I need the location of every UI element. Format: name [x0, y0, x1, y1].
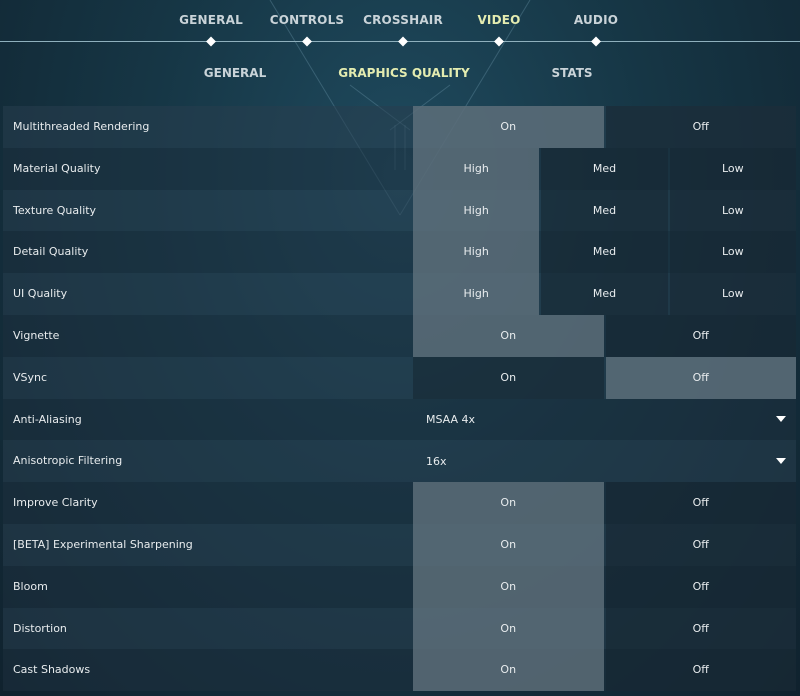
dropdown-value: MSAA 4x [426, 412, 476, 426]
setting-label: Anti-Aliasing [13, 412, 82, 426]
option-on[interactable]: On [413, 356, 604, 399]
option-off[interactable]: Off [605, 649, 796, 692]
option-off[interactable]: Off [605, 482, 796, 524]
subtab-general[interactable]: GENERAL [203, 66, 267, 80]
option-high[interactable]: High [413, 147, 540, 190]
setting-control: 16x [413, 440, 796, 482]
setting-control: MSAA 4x [413, 399, 796, 441]
setting-row-anti-aliasing: Anti-Aliasing MSAA 4x [3, 398, 796, 441]
setting-label: Improve Clarity [13, 496, 98, 510]
option-med[interactable]: Med [541, 147, 668, 190]
setting-control: On Off [413, 565, 796, 608]
option-off[interactable]: Off [605, 565, 796, 608]
option-med[interactable]: Med [541, 189, 668, 232]
setting-control: High Med Low [413, 273, 796, 315]
tab-crosshair[interactable]: CROSSHAIR [363, 13, 443, 27]
setting-control: On Off [413, 482, 796, 524]
option-med[interactable]: Med [541, 231, 668, 274]
setting-label: Detail Quality [13, 245, 89, 259]
setting-label: Cast Shadows [13, 663, 91, 677]
setting-row-texture-quality: Texture Quality High Med Low [3, 189, 796, 232]
setting-control: On Off [413, 607, 796, 650]
option-on[interactable]: On [413, 523, 604, 566]
setting-row-anisotropic-filtering: Anisotropic Filtering 16x [3, 440, 796, 483]
caret-down-icon [776, 416, 786, 423]
setting-label: UI Quality [13, 287, 68, 301]
setting-control: On Off [413, 649, 796, 692]
setting-label: Vignette [13, 328, 60, 342]
option-on[interactable]: On [413, 106, 604, 148]
tab-controls[interactable]: CONTROLS [269, 13, 345, 27]
setting-label: Material Quality [13, 161, 101, 175]
option-low[interactable]: Low [669, 147, 796, 190]
option-off[interactable]: Off [605, 607, 796, 650]
subtab-stats[interactable]: STATS [551, 66, 593, 80]
setting-control: High Med Low [413, 189, 796, 232]
setting-row-multithreaded-rendering: Multithreaded Rendering On Off [3, 106, 796, 148]
settings-list: Multithreaded Rendering On Off Material Qua… [3, 106, 796, 692]
setting-label: Anisotropic Filtering [13, 454, 123, 468]
setting-control: On Off [413, 106, 796, 148]
option-low[interactable]: Low [669, 189, 796, 232]
option-off[interactable]: Off [605, 314, 796, 357]
option-high[interactable]: High [413, 273, 540, 315]
dropdown-value: 16x [426, 454, 447, 468]
nav-diamond-icon [398, 36, 408, 47]
caret-down-icon [776, 458, 786, 465]
option-on[interactable]: On [413, 482, 604, 524]
setting-label: Bloom [13, 579, 48, 593]
tab-audio[interactable]: AUDIO [573, 13, 619, 27]
setting-control: On Off [413, 523, 796, 566]
setting-control: On Off [413, 356, 796, 399]
option-on[interactable]: On [413, 565, 604, 608]
option-high[interactable]: High [413, 189, 540, 232]
dropdown[interactable]: MSAA 4x [413, 399, 796, 441]
setting-label: Distortion [13, 621, 67, 635]
setting-label: VSync [13, 370, 48, 384]
setting-row-vignette: Vignette On Off [3, 314, 796, 357]
top-navigation: GENERAL CONTROLS CROSSHAIR VIDEO AUDIO [0, 0, 800, 50]
tab-video[interactable]: VIDEO [477, 13, 521, 27]
setting-label: [BETA] Experimental Sharpening [13, 537, 193, 551]
setting-label: Texture Quality [13, 203, 97, 217]
setting-row-detail-quality: Detail Quality High Med Low [3, 231, 796, 274]
option-med[interactable]: Med [541, 273, 668, 315]
option-low[interactable]: Low [669, 273, 796, 315]
option-off[interactable]: Off [605, 106, 796, 148]
setting-control: On Off [413, 314, 796, 357]
nav-diamond-icon [206, 36, 216, 47]
subtab-graphics-quality[interactable]: GRAPHICS QUALITY [338, 66, 470, 80]
tab-general[interactable]: GENERAL [179, 13, 243, 27]
setting-row-improve-clarity: Improve Clarity On Off [3, 482, 796, 524]
nav-diamond-icon [302, 36, 312, 47]
setting-row-ui-quality: UI Quality High Med Low [3, 273, 796, 315]
option-off[interactable]: Off [605, 356, 796, 399]
nav-diamond-icon [591, 36, 601, 47]
setting-row-beta-experimental-sharpening: [BETA] Experimental Sharpening On Off [3, 523, 796, 566]
setting-row-vsync: VSync On Off [3, 356, 796, 399]
setting-row-bloom: Bloom On Off [3, 565, 796, 608]
option-high[interactable]: High [413, 231, 540, 274]
option-off[interactable]: Off [605, 523, 796, 566]
setting-row-cast-shadows: Cast Shadows On Off [3, 649, 796, 692]
option-on[interactable]: On [413, 649, 604, 692]
setting-row-distortion: Distortion On Off [3, 607, 796, 650]
nav-diamond-icon [494, 36, 504, 47]
option-on[interactable]: On [413, 314, 604, 357]
setting-control: High Med Low [413, 231, 796, 274]
option-on[interactable]: On [413, 607, 604, 650]
setting-label: Multithreaded Rendering [13, 120, 150, 133]
setting-row-material-quality: Material Quality High Med Low [3, 147, 796, 190]
option-low[interactable]: Low [669, 231, 796, 274]
dropdown[interactable]: 16x [413, 440, 796, 482]
setting-control: High Med Low [413, 147, 796, 190]
